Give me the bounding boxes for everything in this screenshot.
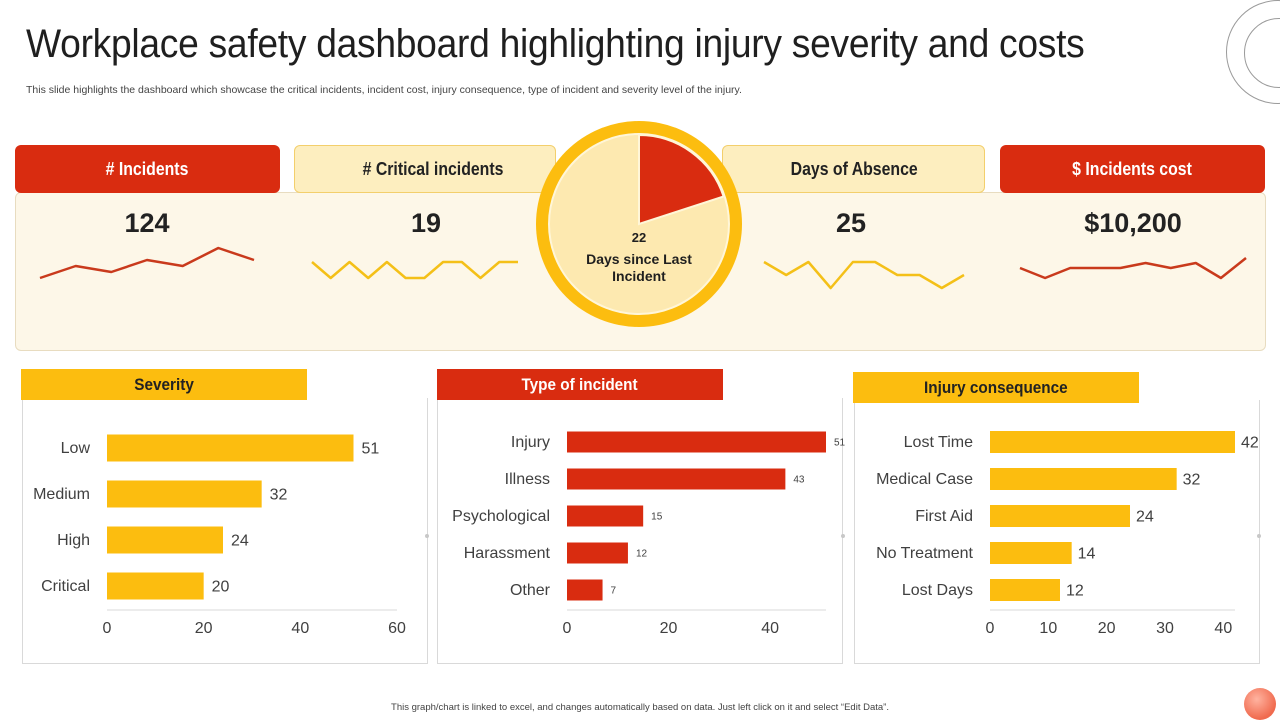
days-of-absence-sparkline [763, 260, 965, 290]
bar-other [567, 579, 603, 601]
x-tick-label: 20 [660, 620, 678, 637]
kpi-header-incidents: # Incidents [15, 145, 280, 193]
x-tick-label: 20 [195, 620, 213, 637]
x-tick-label: 40 [291, 620, 309, 637]
days-since-slice [638, 133, 725, 226]
data-label: 15 [651, 512, 663, 523]
panel-handle-dot [1257, 534, 1261, 538]
data-label: 51 [362, 441, 380, 458]
kpi-header-incidents-cost: $ Incidents cost [1000, 145, 1265, 193]
kpi-value-incidents: 124 [124, 208, 170, 238]
category-label: Lost Days [902, 582, 973, 599]
data-label: 12 [636, 549, 648, 560]
bar-no-treatment [990, 542, 1072, 564]
sparkline-series [311, 260, 518, 280]
kpi-value-critical-incidents: 19 [410, 208, 442, 238]
incidents-sparkline [39, 246, 255, 280]
data-label: 43 [793, 475, 805, 486]
gauge-slice [638, 133, 725, 226]
data-label: 32 [270, 487, 288, 504]
decorative-dot [1244, 688, 1276, 720]
bar-injury [567, 431, 826, 453]
data-label: 24 [231, 533, 249, 550]
data-label: 42 [1241, 435, 1259, 452]
footer-note: This graph/chart is linked to excel, and… [391, 702, 889, 713]
kpi-value-days-of-absence: 25 [835, 208, 867, 238]
bar-high [107, 526, 223, 554]
page-subtitle: This slide highlights the dashboard whic… [26, 84, 742, 96]
bar-illness [567, 468, 786, 490]
injury-consequence-chart-title: Injury consequence [853, 372, 1139, 403]
panel-handle-dot [841, 534, 845, 538]
category-label: Low [61, 440, 91, 457]
kpi-value-incidents-cost: $10,200 [1084, 208, 1182, 238]
bar-first-aid [990, 505, 1130, 527]
injury-consequence-bar-chart: Lost Time 42 Medical Case 32 First Aid 24 No T… [876, 431, 1259, 637]
bar-lost-days [990, 579, 1060, 601]
data-label: 7 [611, 586, 617, 597]
bar-low [107, 434, 354, 462]
bar-critical [107, 572, 204, 600]
sparkline-series [39, 246, 255, 280]
data-label: 12 [1066, 583, 1084, 600]
kpi-header-days-of-absence: Days of Absence [722, 145, 985, 193]
category-label: Injury [511, 434, 550, 451]
type-of-incident-bar-chart: Injury 51 Illness 43 Psychological 15 Harassme… [452, 431, 846, 637]
x-tick-label: 10 [1039, 620, 1057, 637]
category-label: High [57, 532, 90, 549]
category-label: Illness [505, 471, 550, 488]
data-label: 24 [1136, 509, 1154, 526]
category-label: Lost Time [904, 434, 973, 451]
panel-handle-dot [425, 534, 429, 538]
x-tick-label: 60 [388, 620, 406, 637]
severity-chart-title: Severity [21, 369, 307, 400]
data-label: 20 [212, 579, 230, 596]
critical-incidents-sparkline [311, 260, 518, 280]
severity-bar-chart: Low 51 Medium 32 High 24 Critical 20 0 20 40 60 [33, 434, 406, 637]
data-label: 51 [834, 438, 846, 449]
x-tick-label: 0 [103, 620, 112, 637]
days-since-label: Days since Last Incident [586, 251, 692, 284]
sparkline-series [763, 260, 965, 290]
data-label: 14 [1078, 546, 1096, 563]
x-tick-label: 30 [1156, 620, 1174, 637]
days-since-last-incident-gauge: 22 Days since Last Incident [536, 121, 742, 327]
category-label: Psychological [452, 508, 550, 525]
x-tick-label: 0 [563, 620, 572, 637]
incidents-cost-sparkline [1019, 257, 1247, 280]
bar-lost-time [990, 431, 1235, 453]
bar-harassment [567, 542, 628, 564]
days-since-value: 22 [631, 230, 647, 245]
sparkline-series [1019, 257, 1247, 280]
category-label: Other [510, 582, 551, 599]
category-label: Medical Case [876, 471, 973, 488]
page-title: Workplace safety dashboard highlighting … [26, 22, 1085, 66]
x-tick-label: 40 [761, 620, 779, 637]
data-label: 32 [1183, 472, 1201, 489]
category-label: Harassment [464, 545, 551, 562]
kpi-header-critical-incidents: # Critical incidents [294, 145, 556, 193]
x-tick-label: 0 [986, 620, 995, 637]
category-label: No Treatment [876, 545, 973, 562]
x-tick-label: 40 [1214, 620, 1232, 637]
bar-medium [107, 480, 262, 508]
category-label: First Aid [915, 508, 973, 525]
x-tick-label: 20 [1098, 620, 1116, 637]
category-label: Critical [41, 578, 90, 595]
category-label: Medium [33, 486, 90, 503]
type-of-incident-chart-title: Type of incident [437, 369, 723, 400]
bar-psychological [567, 505, 644, 527]
bar-medical-case [990, 468, 1177, 490]
